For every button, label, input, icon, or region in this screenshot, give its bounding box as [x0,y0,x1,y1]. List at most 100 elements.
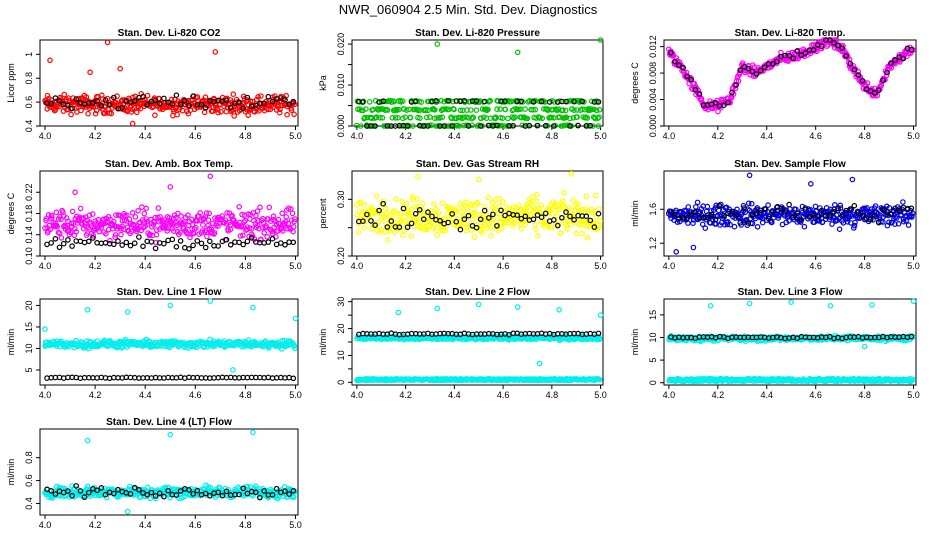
data-point [596,107,603,113]
data-point [810,46,817,53]
data-point [548,114,555,121]
x-tick-label: 4.4 [139,261,152,271]
data-point [574,107,580,113]
x-tick-label: 4.8 [239,261,252,271]
x-tick-label: 4.8 [546,390,559,400]
data-point [155,205,162,211]
x-tick-label: 4.0 [351,261,364,271]
data-point [223,108,230,115]
data-point [584,234,591,241]
data-point [360,99,366,105]
data-point [729,89,735,96]
data-point [167,184,174,190]
data-point [84,306,91,313]
data-point [461,98,468,104]
data-point [236,204,243,210]
data-point [831,39,837,46]
x-tick-label: 4.8 [239,131,252,141]
data-point [248,225,255,232]
y-tick-label: 10 [336,350,346,360]
x-tick-label: 4.2 [89,131,102,141]
data-point [288,107,295,113]
x-tick-label: 4.0 [39,131,52,141]
data-point [144,101,151,108]
y-tick-label: 0.6 [24,96,34,109]
data-point [236,99,242,106]
data-point [672,58,678,65]
data-point [123,239,130,246]
data-point [77,205,84,212]
x-tick-label: 5.0 [289,390,302,400]
data-point [418,99,425,105]
data-point [900,55,907,62]
data-point [533,191,540,198]
x-tick-label: 5.0 [907,390,920,400]
data-point [843,53,850,59]
data-point [512,114,518,121]
data-point [286,101,292,108]
data-point [152,97,159,104]
data-point [255,108,262,114]
data-point [884,69,890,76]
data-point [173,215,179,221]
data-point [124,309,131,315]
data-point [579,98,586,105]
data-point [198,101,205,108]
y-tick-label: 0.14 [24,226,34,244]
data-point [487,97,494,104]
x-tick-label: 4.8 [858,131,871,141]
data-point [61,222,68,229]
data-point [431,107,438,113]
data-point [510,123,517,129]
data-point [680,64,686,71]
data-point [394,106,400,113]
x-tick-label: 4.6 [189,261,202,271]
data-point [266,204,273,211]
data-point [240,232,246,239]
data-point [279,210,286,217]
data-point [502,98,508,104]
data-point [129,120,136,127]
data-point [560,107,566,113]
y-axis-label: degrees C [630,62,640,104]
data-point [184,230,190,237]
data-point [143,205,150,212]
x-tick-label: 4.0 [39,390,52,400]
data-point [204,233,210,240]
data-point [152,112,158,119]
data-point [477,123,484,129]
data-point [292,216,298,222]
data-point [715,108,721,115]
data-point [786,201,792,208]
data-point [58,235,65,241]
data-point [44,92,51,99]
y-tick-label: 1.6 [648,203,658,216]
data-point [542,122,549,129]
data-point [112,234,118,241]
data-point [227,242,234,248]
data-point [189,222,196,228]
data-point [668,49,674,56]
data-point [433,98,439,104]
data-point [380,98,387,105]
data-point [206,210,213,217]
data-point [73,96,80,102]
data-point [591,106,597,113]
data-point [169,236,176,243]
data-point [550,123,557,129]
data-point [230,91,237,98]
data-point [56,230,63,237]
data-point [595,206,602,212]
data-point [173,92,180,99]
data-point [721,102,727,109]
data-point [568,171,575,177]
data-point [186,102,192,109]
data-point [131,98,138,104]
data-point [731,223,738,230]
x-tick-label: 4.8 [858,261,871,271]
data-point [284,111,290,118]
data-points [666,298,917,385]
data-point [798,52,805,59]
data-point [463,228,470,234]
